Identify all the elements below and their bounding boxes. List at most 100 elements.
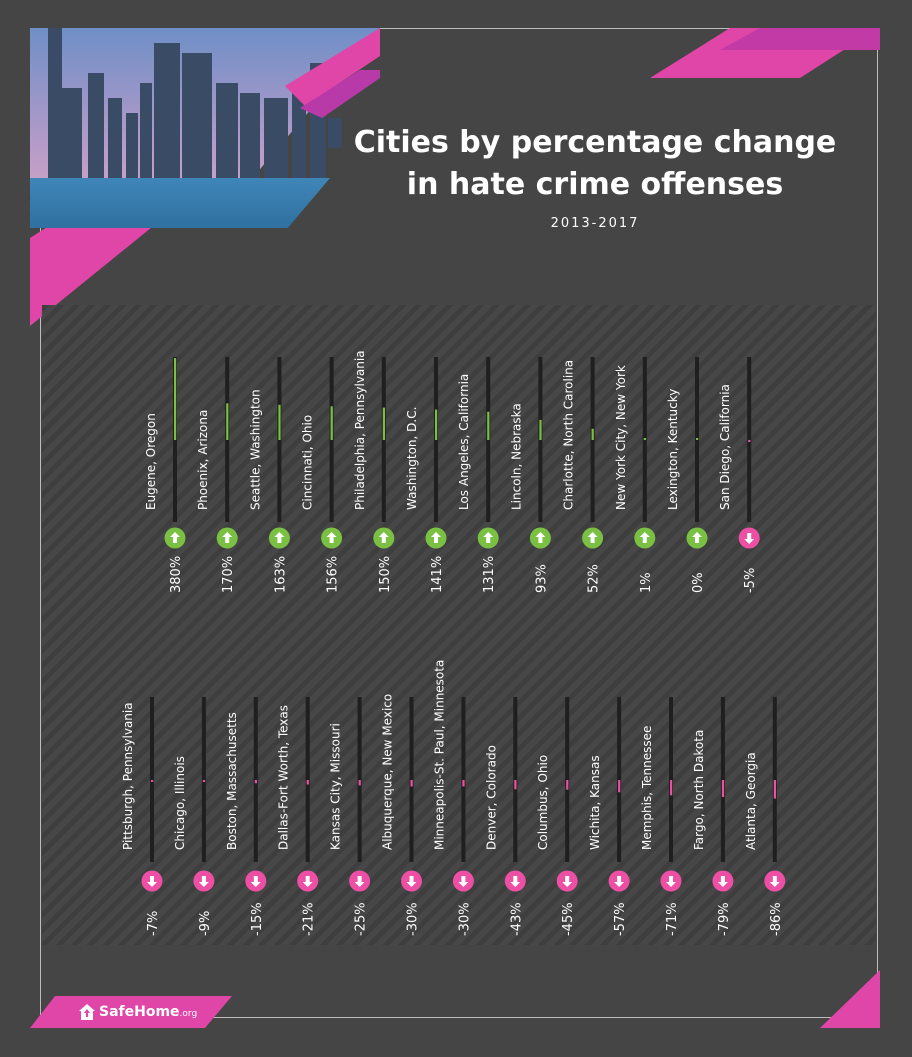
arrow-up-icon [170, 532, 180, 543]
value-label: -45% [561, 902, 576, 936]
category-label: Memphis, Tennessee [640, 726, 654, 850]
bar [643, 438, 646, 440]
bar [435, 409, 438, 440]
bar [306, 780, 309, 785]
bar [382, 407, 385, 440]
chart-background [42, 305, 876, 945]
bar [773, 780, 776, 799]
value-label: -71% [665, 902, 680, 936]
value-label: 93% [534, 564, 549, 593]
safehome-logo: SafeHome .org [78, 1003, 197, 1021]
category-label: Los Angeles, California [457, 374, 471, 510]
value-label: 150% [378, 556, 393, 593]
page-title: Cities by percentage change in hate crim… [340, 122, 850, 206]
arrow-down-icon [614, 876, 625, 887]
category-label: Cincinnati, Ohio [301, 415, 315, 510]
value-label: -15% [250, 902, 265, 936]
category-label: Lexington, Kentucky [666, 389, 680, 510]
arrow-down-icon [354, 876, 365, 887]
category-label: Phoenix, Arizona [196, 410, 210, 510]
bar [254, 780, 257, 784]
category-label: Minneapolis-St. Paul, Minnesota [432, 660, 446, 850]
category-label: Philadelphia, Pennsylvania [353, 350, 367, 510]
category-label: Wichita, Kansas [588, 755, 602, 850]
bar [618, 780, 621, 793]
arrow-up-icon [274, 532, 285, 543]
category-label: San Diego, California [718, 384, 732, 510]
value-label: 131% [482, 556, 497, 593]
arrow-up-icon [431, 532, 441, 543]
value-label: -30% [406, 902, 421, 936]
bar [487, 411, 490, 440]
category-label: Dallas-Fort Worth, Texas [277, 705, 291, 850]
bar [696, 438, 699, 440]
category-label: Eugene, Oregon [144, 413, 158, 510]
arrow-down-icon [250, 876, 261, 887]
value-label: -86% [769, 902, 784, 936]
value-label: 163% [273, 556, 288, 593]
arrow-up-icon [378, 532, 389, 543]
bar [358, 780, 361, 786]
category-label: Washington, D.C. [405, 407, 419, 510]
bar [151, 780, 154, 782]
value-label: 141% [430, 556, 445, 593]
value-label: -9% [198, 911, 213, 936]
bar [174, 358, 177, 440]
bar [410, 780, 413, 787]
category-label: Denver, Colorado [484, 745, 498, 850]
value-label: -43% [509, 902, 524, 936]
bar [278, 404, 281, 440]
value-label: 1% [639, 572, 654, 593]
value-label: 170% [221, 556, 236, 593]
value-label: 156% [326, 556, 341, 593]
arrow-down-icon [147, 876, 157, 887]
value-label: 52% [587, 564, 602, 593]
arrow-up-icon [222, 532, 233, 543]
title-line-2: in hate crime offenses [406, 167, 784, 202]
arrow-down-icon [769, 876, 780, 887]
arrow-down-icon [510, 876, 521, 887]
arrow-down-icon [458, 876, 469, 887]
bar [748, 440, 751, 442]
category-label: Pittsburgh, Pennsylvania [121, 702, 135, 850]
category-label: Seattle, Washington [248, 389, 262, 510]
bar [539, 419, 542, 440]
arrow-up-icon [535, 532, 546, 543]
category-label: Albuquerque, New Mexico [381, 694, 395, 850]
arrow-up-icon [639, 532, 650, 543]
arrow-up-icon [326, 532, 337, 543]
arrow-up-icon [587, 532, 598, 543]
bar [462, 780, 465, 787]
bar [670, 780, 673, 796]
bar [514, 780, 517, 790]
arrow-down-icon [666, 876, 676, 887]
pink-ribbon-top-right-accent [720, 28, 880, 50]
pink-ribbon-bottom-left [30, 996, 232, 1028]
value-label: -79% [717, 902, 732, 936]
value-label: -21% [302, 902, 317, 936]
bar [591, 428, 594, 440]
category-label: Columbus, Ohio [536, 755, 550, 850]
border-frame [40, 28, 878, 1018]
value-label: 0% [691, 572, 706, 593]
category-label: Chicago, Illinois [173, 756, 187, 850]
arrow-down-icon [302, 876, 313, 887]
arrow-down-icon [562, 876, 573, 887]
category-label: New York City, New York [614, 365, 628, 510]
arrow-down-icon [198, 876, 209, 887]
category-label: Fargo, North Dakota [692, 730, 706, 850]
value-label: -57% [613, 902, 628, 936]
bar [721, 780, 725, 798]
bar [330, 406, 333, 440]
arrow-down-icon [406, 876, 417, 887]
arrow-up-icon [692, 532, 702, 543]
page-subtitle: 2013-2017 [550, 216, 640, 231]
bar [226, 403, 229, 440]
pink-ribbon-bottom-right [820, 970, 880, 1028]
logo-name: SafeHome [99, 1004, 180, 1020]
category-label: Lincoln, Nebraska [509, 403, 523, 510]
arrow-down-icon [717, 876, 728, 887]
bar [566, 780, 569, 790]
city-skyline-photo [30, 28, 380, 228]
